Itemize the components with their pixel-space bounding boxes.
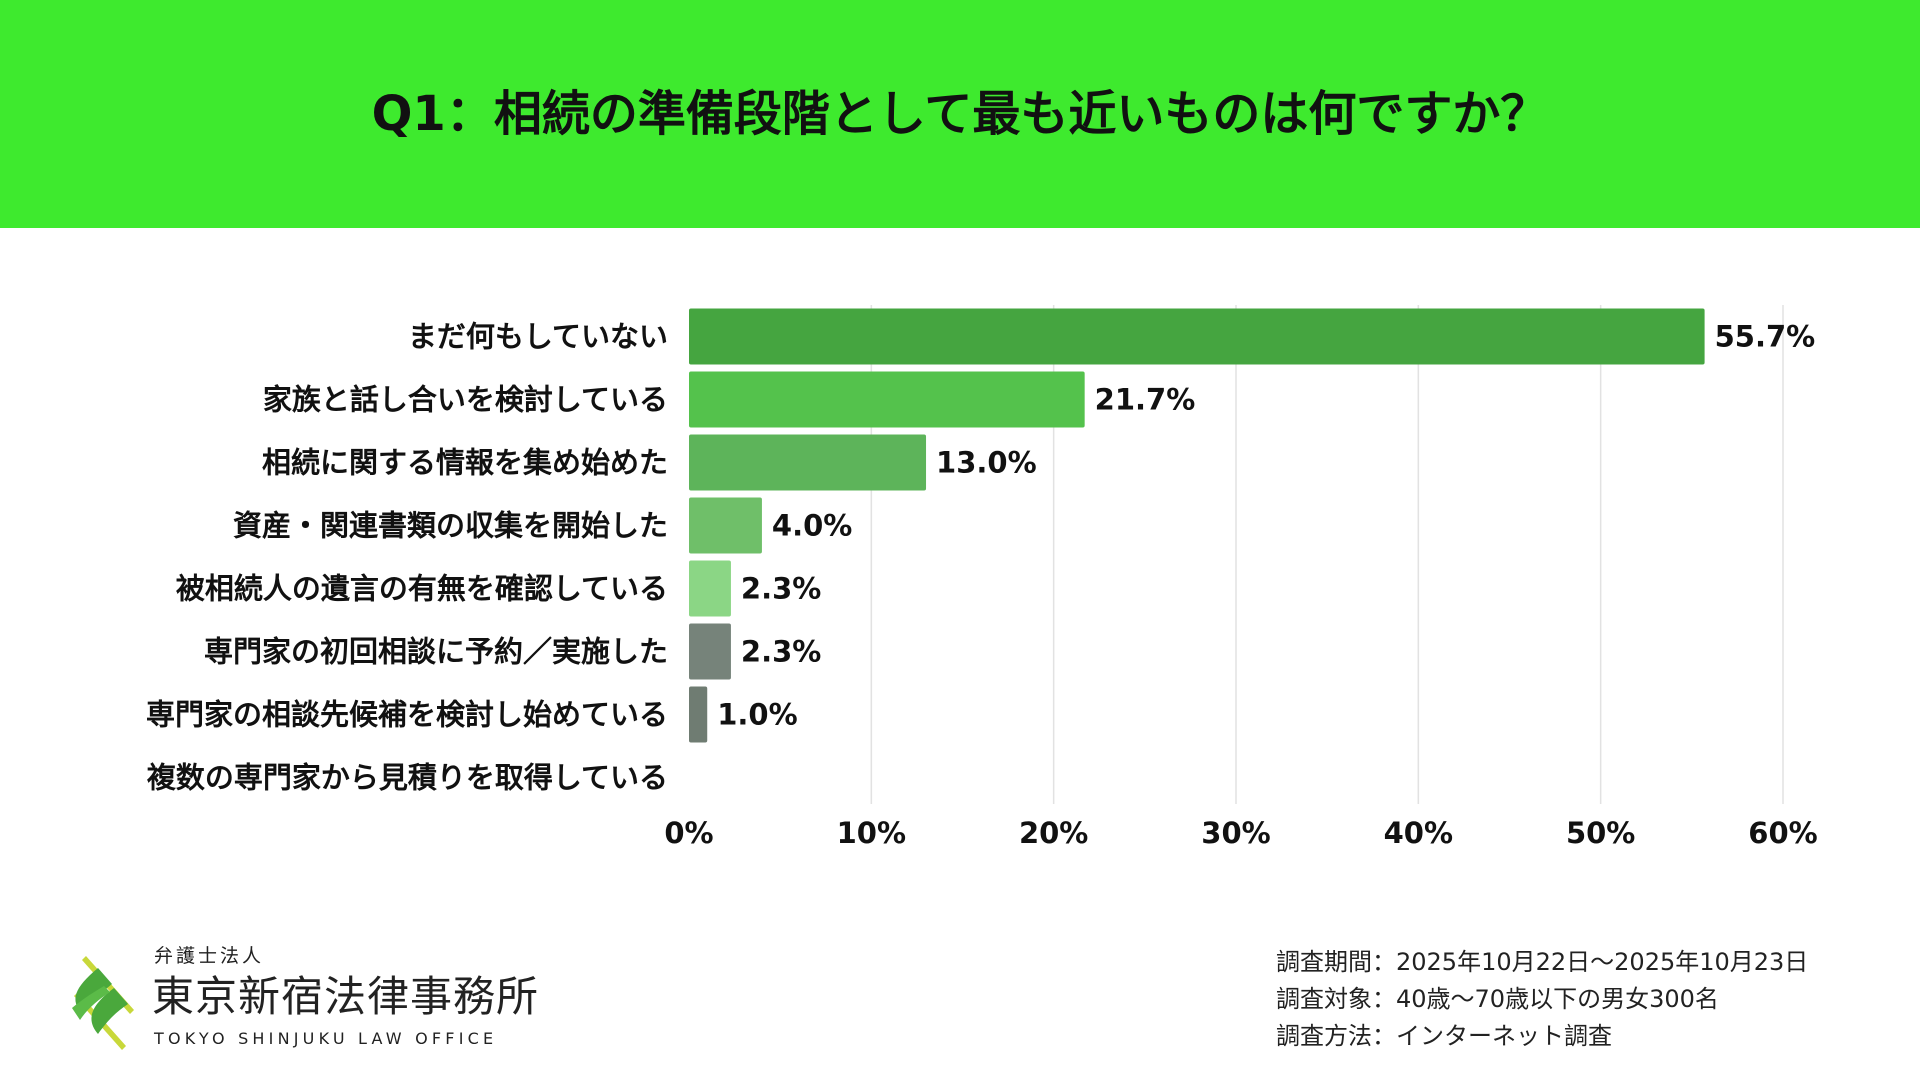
- x-tick-label: 20%: [1019, 816, 1088, 850]
- value-label: 1.0%: [717, 698, 797, 732]
- bar: [689, 623, 731, 680]
- logo: 弁護士法人 東京新宿法律事務所 TOKYO SHINJUKU LAW OFFIC…: [64, 944, 544, 1060]
- x-tick-label: 50%: [1566, 816, 1635, 850]
- category-label: 相続に関する情報を集め始めた: [262, 446, 668, 480]
- category-label: 被相続人の遺言の有無を確認している: [176, 572, 668, 606]
- value-label: 55.7%: [1715, 320, 1816, 354]
- bar: [689, 497, 762, 554]
- value-label: 2.3%: [741, 635, 821, 669]
- bar: [689, 371, 1085, 428]
- x-tick-label: 30%: [1201, 816, 1270, 850]
- logo-mark-icon: [72, 956, 134, 1050]
- value-label: 21.7%: [1095, 383, 1196, 417]
- value-label: 4.0%: [772, 509, 852, 543]
- category-label: まだ何もしていない: [408, 320, 668, 354]
- header-band: [0, 0, 1920, 228]
- bar: [689, 560, 731, 617]
- x-tick-label: 0%: [664, 816, 713, 850]
- x-tick-label: 10%: [837, 816, 906, 850]
- survey-method: 調査方法：インターネット調査: [1276, 1022, 1612, 1050]
- logo-main-text: 東京新宿法律事務所: [152, 972, 540, 1021]
- x-tick-label: 40%: [1384, 816, 1453, 850]
- chart-title: Q1：相続の準備段階として最も近いものは何ですか？: [371, 86, 1549, 142]
- value-label: 2.3%: [741, 572, 821, 606]
- logo-english-text: TOKYO SHINJUKU LAW OFFICE: [154, 1029, 498, 1048]
- value-label: 13.0%: [936, 446, 1037, 480]
- category-label: 資産・関連書類の収集を開始した: [233, 509, 668, 543]
- category-label: 専門家の初回相談に予約／実施した: [204, 635, 668, 669]
- survey-info: 調査期間：2025年10月22日〜2025年10月23日 調査対象：40歳〜70…: [1276, 944, 1808, 1055]
- bar-chart: 0% 10% 20% 30% 40% 50% 60% まだ何もしていない 55.7% 家族と話し合…: [146, 305, 1818, 850]
- category-label: 専門家の相談先候補を検討し始めている: [146, 698, 668, 732]
- x-tick-label: 60%: [1748, 816, 1817, 850]
- category-label: 家族と話し合いを検討している: [263, 383, 668, 417]
- bar: [689, 434, 927, 491]
- bar: [689, 686, 708, 743]
- bar: [689, 308, 1705, 365]
- survey-target: 調査対象：40歳〜70歳以下の男女300名: [1276, 985, 1719, 1013]
- category-label: 複数の専門家から見積りを取得している: [147, 761, 668, 795]
- logo-sub-text: 弁護士法人: [154, 945, 265, 967]
- survey-period: 調査期間：2025年10月22日〜2025年10月23日: [1276, 948, 1809, 976]
